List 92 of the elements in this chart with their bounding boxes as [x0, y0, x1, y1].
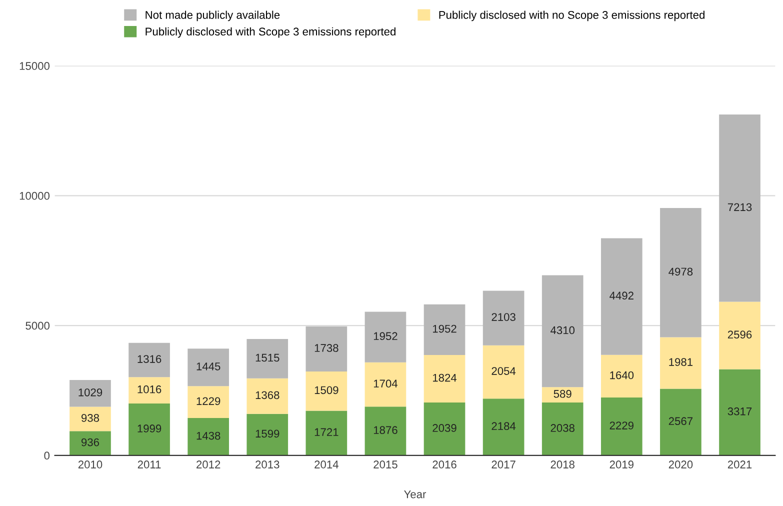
- legend-label: Publicly disclosed with no Scope 3 emissions reported: [439, 10, 704, 22]
- data-label: 1445: [196, 362, 220, 370]
- data-label: 1316: [138, 355, 162, 363]
- data-label: 2038: [550, 424, 574, 432]
- x-tick-label: 2014: [314, 460, 338, 468]
- bar: [128, 342, 170, 378]
- x-tick-label: 2016: [432, 460, 456, 468]
- data-label: 1981: [669, 358, 693, 366]
- bar: [719, 114, 760, 302]
- x-tick-label: 2019: [610, 460, 634, 468]
- bar: [600, 238, 642, 355]
- bar: [424, 355, 466, 402]
- data-label: 4310: [550, 326, 575, 334]
- legend-label: Not made publicly available: [146, 10, 280, 22]
- data-label: 1599: [256, 430, 280, 438]
- data-label: 2039: [432, 424, 456, 432]
- bar: [542, 387, 584, 402]
- data-label: 4492: [610, 292, 634, 300]
- y-tick-label: 0: [44, 452, 50, 460]
- bar: [188, 418, 229, 456]
- data-label: 4978: [668, 268, 693, 276]
- data-label: 1952: [374, 332, 398, 340]
- x-tick-label: 2017: [492, 460, 516, 468]
- x-tick-label: 2018: [550, 460, 574, 468]
- data-label: 1438: [196, 432, 220, 440]
- x-tick-label: 2021: [728, 460, 752, 468]
- data-label: 1640: [610, 371, 634, 380]
- data-label: 2596: [728, 330, 752, 339]
- bar: [246, 414, 288, 456]
- data-label: 1029: [78, 388, 102, 396]
- x-axis-title: Year: [404, 490, 426, 498]
- bar: [128, 403, 170, 456]
- data-label: 938: [81, 414, 100, 422]
- data-label: 1704: [374, 380, 398, 388]
- bar: [70, 406, 111, 432]
- data-label: 936: [81, 438, 100, 446]
- bar: [482, 290, 524, 346]
- x-tick-label: 2013: [256, 460, 280, 468]
- y-tick-label: 5000: [26, 322, 50, 330]
- bar: [364, 406, 406, 456]
- x-tick-label: 2011: [138, 460, 161, 468]
- x-tick-label: 2020: [668, 460, 693, 468]
- data-label: 1952: [433, 324, 456, 333]
- bar: [246, 378, 288, 414]
- bar: [719, 369, 760, 456]
- data-label: 1016: [138, 385, 162, 394]
- data-label: 2229: [610, 422, 634, 430]
- bar: [424, 402, 466, 456]
- bar: [188, 386, 229, 418]
- bar: [128, 377, 170, 404]
- data-label: 2567: [668, 417, 692, 426]
- bar: [188, 348, 229, 386]
- data-label: 1738: [314, 344, 338, 352]
- data-label: 2103: [492, 313, 516, 321]
- data-label: 3317: [728, 407, 752, 416]
- bar: [306, 326, 348, 372]
- data-label: 1824: [433, 374, 457, 382]
- x-tick-label: 2010: [78, 460, 102, 468]
- bar: [600, 354, 642, 398]
- data-label: 1999: [138, 424, 162, 432]
- data-label: 2184: [492, 422, 516, 430]
- y-tick-label: 15000: [20, 62, 50, 70]
- data-label: 1515: [256, 354, 280, 362]
- bar: [600, 398, 642, 456]
- y-tick-label: 10000: [20, 192, 50, 200]
- x-tick-label: 2015: [374, 460, 398, 468]
- bar: [306, 372, 348, 411]
- bar: [70, 431, 111, 456]
- bar: [364, 362, 406, 407]
- data-label: 7213: [728, 203, 752, 212]
- bar: [424, 304, 466, 356]
- bar: [70, 380, 111, 407]
- legend-label: Publicly disclosed with Scope 3 emissions reported: [146, 27, 396, 38]
- bar: [482, 398, 524, 456]
- bar: [660, 388, 702, 456]
- data-label: 589: [554, 390, 572, 398]
- data-label: 1368: [256, 391, 280, 400]
- data-label: 1229: [196, 397, 220, 406]
- x-tick-label: 2012: [196, 460, 220, 468]
- data-label: 1509: [314, 386, 338, 394]
- data-label: 2054: [492, 367, 516, 375]
- bar: [542, 275, 584, 388]
- bar: [660, 208, 702, 338]
- bar: [306, 410, 348, 456]
- bar: [246, 338, 288, 378]
- bar: [542, 402, 584, 456]
- bar: [482, 345, 524, 399]
- data-label: 1876: [374, 426, 398, 434]
- data-label: 1721: [314, 428, 338, 436]
- bar: [719, 302, 760, 370]
- bar: [364, 312, 406, 362]
- bar: [660, 337, 702, 389]
